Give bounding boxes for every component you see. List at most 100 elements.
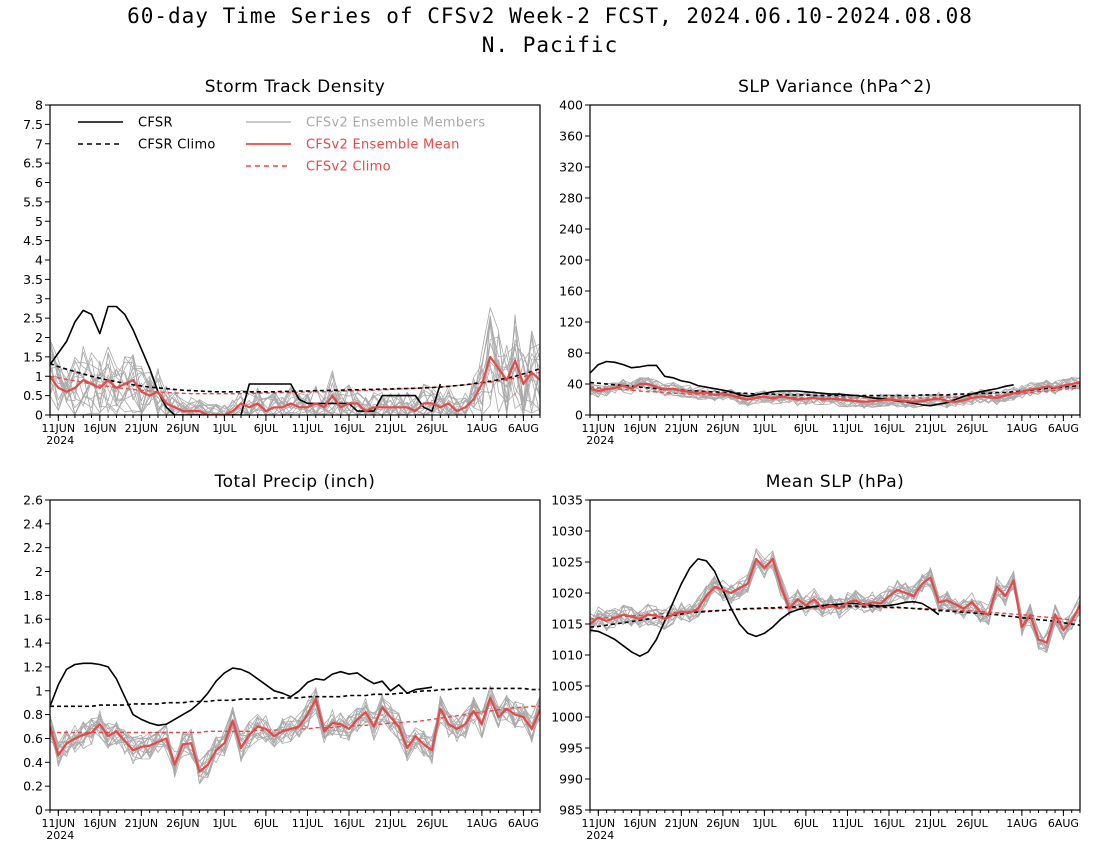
x-tick-label: 11JUL (292, 422, 324, 435)
x-tick-label: 11JUL (832, 422, 864, 435)
y-tick-label: 0.6 (23, 731, 43, 746)
ensemble-member-line (50, 307, 540, 415)
y-tick-label: 990 (559, 772, 583, 787)
ensemble-member-line (50, 324, 540, 415)
legend-cfsv2-climo: CFSv2 Climo (246, 160, 391, 175)
y-tick-label: 1 (35, 369, 43, 384)
plot-area (590, 360, 1080, 409)
x-tick-label: 21JUN (125, 817, 159, 830)
y-tick-label: 1010 (551, 648, 583, 663)
cfsr-line (590, 558, 940, 657)
x-tick-label: 21JUL (915, 817, 947, 830)
y-tick-label: 0.2 (23, 779, 43, 794)
ensemble-member-line (50, 339, 540, 415)
y-tick-label: 240 (559, 222, 583, 237)
ensemble-mean-line (590, 557, 1080, 644)
plot-area (50, 662, 540, 785)
x-tick-label: 1JUL (752, 422, 777, 435)
y-tick-label: 3 (35, 291, 43, 306)
y-tick-label: 1 (35, 683, 43, 698)
y-tick-label: 3.5 (23, 272, 43, 287)
y-tick-label: 4.5 (23, 233, 43, 248)
x-tick-label: 16JUL (873, 817, 905, 830)
x-tick-label: 16JUL (873, 422, 905, 435)
y-tick-label: 360 (559, 129, 583, 144)
x-tick-label: 1JUL (752, 817, 777, 830)
x-tick-label: 1JUL (212, 817, 237, 830)
x-tick-label: 1AUG (466, 422, 497, 435)
x-tick-label: 16JUL (333, 817, 365, 830)
y-tick-label: 160 (559, 284, 583, 299)
y-tick-label: 4 (35, 253, 43, 268)
x-tick-label: 1AUG (1006, 422, 1037, 435)
y-tick-label: 80 (567, 346, 583, 361)
x-tick-label: 16JUL (333, 422, 365, 435)
panel-4: Mean SLP (hPa) 985 990 995 1000 1005 1010 1015 1… (551, 472, 1081, 842)
chart-title: 60-day Time Series of CFSv2 Week-2 FCST,… (127, 4, 973, 28)
y-tick-label: 1.5 (23, 349, 43, 364)
x-tick-label: 16JUN (623, 422, 657, 435)
ensemble-member-line (50, 685, 540, 763)
x-tick-label: 26JUL (956, 817, 988, 830)
panel-title: SLP Variance (hPa^2) (738, 77, 932, 97)
y-tick-label: 2.6 (23, 493, 43, 508)
cfsr-line (50, 662, 433, 727)
plot-frame (589, 104, 1081, 416)
plot-area (590, 548, 1080, 657)
y-tick-label: 120 (559, 315, 583, 330)
ensemble-member-line (50, 695, 540, 767)
cfsr-climo-line (590, 381, 1080, 397)
x-tick-label: 1AUG (466, 817, 497, 830)
y-tick-label: 200 (559, 253, 583, 268)
x-tick-label: 26JUL (956, 422, 988, 435)
x-tick-label: 26JUL (416, 817, 448, 830)
x-tick-label: 26JUL (416, 422, 448, 435)
y-tick-label: 0.8 (23, 707, 43, 722)
x-tick-label: 6AUG (508, 817, 539, 830)
legend-members: CFSv2 Ensemble Members (246, 116, 485, 131)
legend-label: CFSv2 Ensemble Members (306, 116, 485, 131)
panel-title: Storm Track Density (205, 77, 386, 97)
ensemble-member-line (50, 339, 540, 415)
legend-label: CFSv2 Climo (306, 160, 391, 175)
y-tick-label: 2.5 (23, 311, 43, 326)
x-tick-label: 21JUL (375, 422, 407, 435)
panel-3: Total Precip (inch) 0 0.2 0.4 0.6 0.8 1 1.2 1.4 1… (23, 472, 541, 842)
panel-title: Mean SLP (hPa) (766, 472, 905, 492)
x-tick-label: 11JUN (42, 422, 76, 435)
cfsv2-climo-line (50, 705, 540, 734)
y-tick-label: 6 (35, 175, 43, 190)
cfsv2-climo-line (590, 386, 1080, 399)
y-tick-label: 40 (567, 377, 583, 392)
y-tick-label: 7.5 (23, 117, 43, 132)
y-tick-label: 1025 (551, 555, 583, 570)
x-tick-label: 11JUN (582, 422, 616, 435)
x-tick-label: 11JUL (832, 817, 864, 830)
cfsr-line (50, 305, 442, 415)
x-tick-label: 16JUN (623, 817, 657, 830)
ensemble-mean-line (590, 381, 1080, 403)
x-tick-label: 26JUN (706, 422, 740, 435)
x-tick-label: 1JUL (212, 422, 237, 435)
ensemble-member-line (590, 548, 1080, 645)
x-tick-label: 6AUG (508, 422, 539, 435)
x-tick-label: 26JUN (166, 817, 200, 830)
y-tick-label: 8 (35, 98, 43, 113)
panel-2: SLP Variance (hPa^2) 0 40 80 120 160 200 240 280… (559, 77, 1081, 447)
y-tick-label: 0 (35, 803, 43, 818)
x-year-label: 2024 (586, 829, 614, 842)
y-tick-label: 2 (35, 330, 43, 345)
x-tick-label: 26JUN (166, 422, 200, 435)
y-tick-label: 1000 (551, 710, 583, 725)
cfsr-climo-line (50, 362, 540, 393)
legend-label: CFSv2 Ensemble Mean (306, 138, 460, 153)
plot-frame (49, 499, 541, 811)
x-tick-label: 16JUN (83, 817, 117, 830)
x-tick-label: 16JUN (83, 422, 117, 435)
x-tick-label: 11JUN (582, 817, 616, 830)
y-tick-label: 2 (35, 564, 43, 579)
x-tick-label: 6JUL (794, 817, 819, 830)
x-tick-label: 6AUG (1048, 422, 1079, 435)
y-tick-label: 280 (559, 191, 583, 206)
